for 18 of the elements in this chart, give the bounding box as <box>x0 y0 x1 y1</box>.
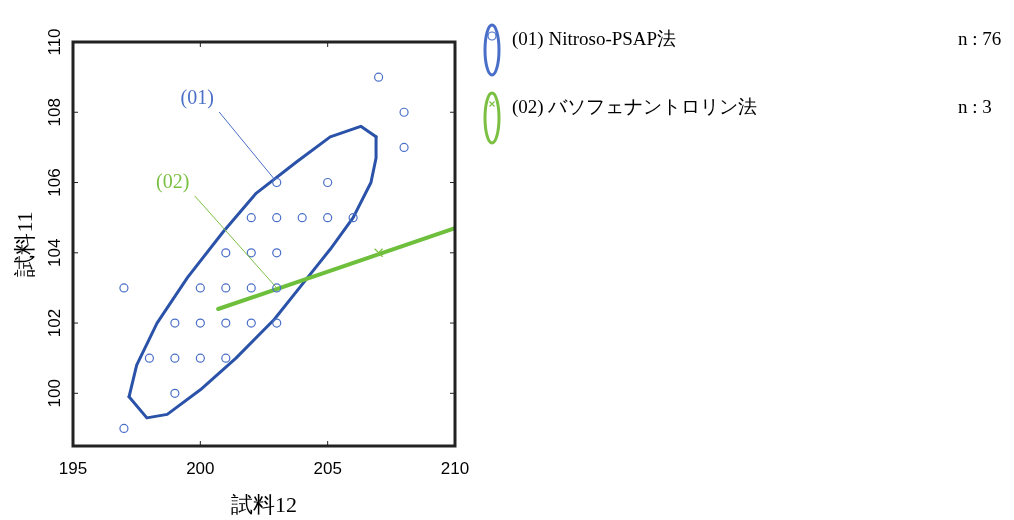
y-tick-label: 110 <box>45 28 64 56</box>
annotation: (02) <box>156 169 190 193</box>
y-tick-label: 104 <box>45 238 64 267</box>
y-tick-label: 100 <box>45 379 64 408</box>
x-tick-label: 195 <box>58 459 88 478</box>
x-axis-title: 試料12 <box>231 492 297 517</box>
x-tick-label: 210 <box>440 459 470 478</box>
text: n : 76 <box>958 28 1002 49</box>
annotation: (01) <box>180 86 214 110</box>
y-tick-label: 108 <box>45 98 64 127</box>
text: n : 3 <box>958 96 992 117</box>
y-tick-label: 102 <box>45 308 64 338</box>
legend-label: (01) Nitroso-PSAP法 <box>512 28 677 50</box>
y-tick-label: 106 <box>45 168 64 197</box>
x-tick-label: 205 <box>313 459 342 478</box>
x-tick-label: 200 <box>186 459 215 478</box>
y-axis-title: 試料11 <box>12 211 37 277</box>
legend-label: (02) バソフェナントロリン法 <box>512 96 758 118</box>
